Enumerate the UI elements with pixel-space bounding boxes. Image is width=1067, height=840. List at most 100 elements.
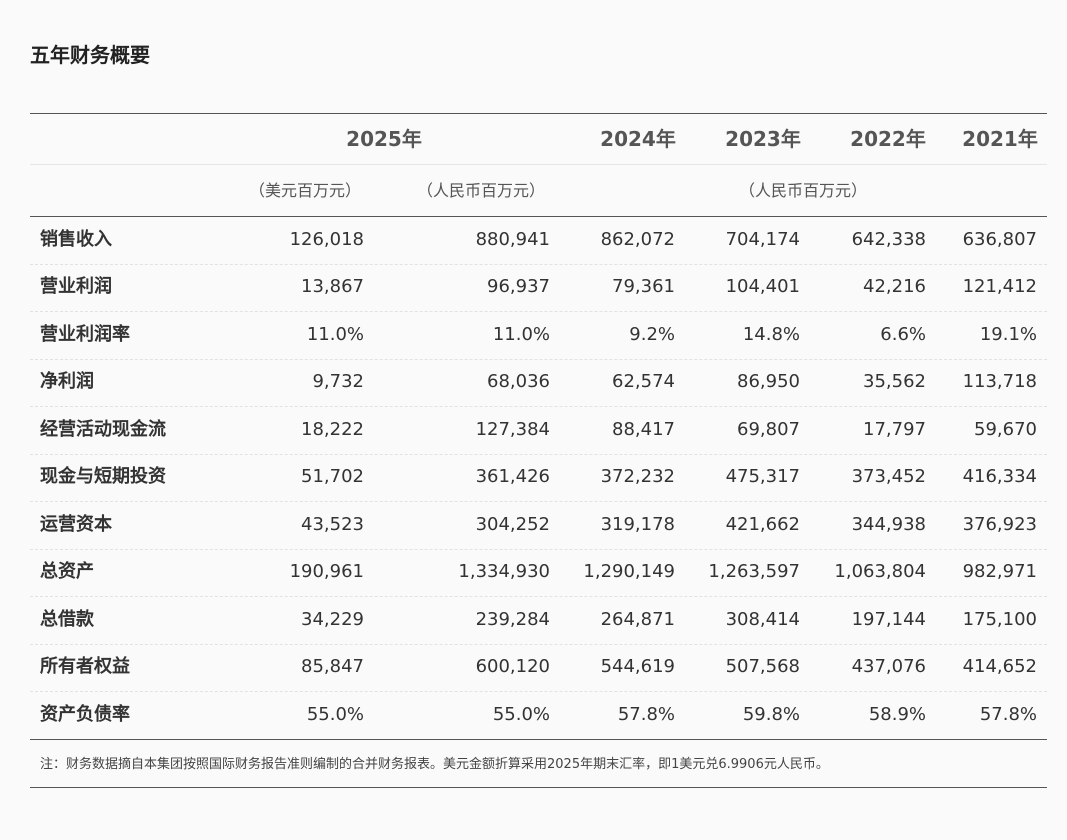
row-label: 净利润	[40, 371, 94, 393]
cell: 239,284	[475, 608, 550, 630]
cell: 57.8%	[979, 703, 1037, 725]
cell: 862,072	[600, 228, 675, 250]
cell: 9,732	[312, 371, 364, 393]
cell: 127,384	[475, 418, 550, 440]
cell: 1,263,597	[708, 561, 800, 583]
row-label: 销售收入	[40, 228, 112, 250]
row-label: 总资产	[40, 561, 94, 583]
cell: 69,807	[737, 418, 800, 440]
year-header: 2021年	[962, 127, 1038, 151]
rule	[30, 164, 1047, 165]
cell: 437,076	[851, 656, 926, 678]
cell: 475,317	[725, 466, 800, 488]
rule	[30, 739, 1047, 740]
unit-label: （人民币百万元）	[416, 181, 546, 200]
row-divider	[30, 311, 1047, 312]
cell: 18,222	[301, 418, 364, 440]
row-label: 营业利润	[40, 276, 112, 298]
cell: 507,568	[725, 656, 800, 678]
rule	[30, 113, 1047, 114]
cell: 600,120	[475, 656, 550, 678]
note: 注：财务数据摘自本集团按照国际财务报告准则编制的合并财务报表。美元金额折算采用2…	[40, 757, 829, 772]
cell: 264,871	[600, 608, 675, 630]
cell: 1,290,149	[583, 561, 675, 583]
cell: 55.0%	[306, 703, 364, 725]
cell: 175,100	[962, 608, 1037, 630]
row-label: 现金与短期投资	[40, 466, 166, 488]
cell: 126,018	[289, 228, 364, 250]
row-divider	[30, 453, 1047, 455]
cell: 6.6%	[880, 323, 926, 345]
cell: 55.0%	[492, 703, 550, 725]
row-divider	[30, 643, 1047, 645]
cell: 17,797	[863, 418, 926, 440]
cell: 344,938	[851, 513, 926, 535]
cell: 113,718	[962, 371, 1037, 393]
cell: 982,971	[962, 561, 1037, 583]
cell: 544,619	[600, 656, 675, 678]
row-label: 资产负债率	[40, 703, 130, 725]
cell: 79,361	[612, 276, 675, 298]
cell: 880,941	[475, 228, 550, 250]
cell: 308,414	[725, 608, 800, 630]
cell: 1,063,804	[834, 561, 926, 583]
row-label: 总借款	[40, 608, 94, 630]
cell: 57.8%	[617, 703, 675, 725]
cell: 376,923	[962, 513, 1037, 535]
cell: 62,574	[612, 371, 675, 393]
cell: 1,334,930	[458, 561, 550, 583]
cell: 704,174	[725, 228, 800, 250]
row-divider	[30, 358, 1047, 360]
rule	[30, 787, 1047, 788]
cell: 190,961	[289, 561, 364, 583]
cell: 421,662	[725, 513, 800, 535]
cell: 414,652	[962, 656, 1037, 678]
cell: 642,338	[851, 228, 926, 250]
cell: 304,252	[475, 513, 550, 535]
row-divider	[30, 691, 1047, 692]
cell: 96,937	[487, 276, 550, 298]
cell: 9.2%	[629, 323, 675, 345]
cell: 68,036	[487, 371, 550, 393]
cell: 85,847	[301, 656, 364, 678]
row-divider	[30, 263, 1047, 265]
cell: 19.1%	[979, 323, 1037, 345]
cell: 34,229	[301, 608, 364, 630]
cell: 59.8%	[742, 703, 800, 725]
cell: 11.0%	[492, 323, 550, 345]
rule	[30, 216, 1047, 217]
unit-label: （人民币百万元）	[738, 181, 868, 200]
cell: 51,702	[301, 466, 364, 488]
cell: 197,144	[851, 608, 926, 630]
cell: 121,412	[962, 276, 1037, 298]
year-header: 2025年	[346, 127, 422, 151]
cell: 104,401	[725, 276, 800, 298]
cell: 373,452	[851, 466, 926, 488]
row-divider	[30, 501, 1047, 502]
unit-label: （美元百万元）	[248, 181, 362, 200]
cell: 35,562	[863, 371, 926, 393]
cell: 319,178	[600, 513, 675, 535]
year-header: 2022年	[850, 127, 926, 151]
cell: 59,670	[974, 418, 1037, 440]
row-label: 运营资本	[40, 513, 112, 535]
cell: 14.8%	[742, 323, 800, 345]
cell: 13,867	[301, 276, 364, 298]
cell: 636,807	[962, 228, 1037, 250]
row-divider	[30, 406, 1047, 407]
cell: 43,523	[301, 513, 364, 535]
row-label: 所有者权益	[40, 656, 130, 678]
cell: 11.0%	[306, 323, 364, 345]
row-divider	[30, 596, 1047, 597]
year-header: 2023年	[725, 127, 801, 151]
cell: 42,216	[863, 276, 926, 298]
row-label: 经营活动现金流	[40, 418, 166, 440]
cell: 416,334	[962, 466, 1037, 488]
cell: 361,426	[475, 466, 550, 488]
row-label: 营业利润率	[40, 323, 130, 345]
cell: 58.9%	[868, 703, 926, 725]
cell: 372,232	[600, 466, 675, 488]
row-divider	[30, 548, 1047, 550]
title: 五年财务概要	[30, 43, 150, 67]
